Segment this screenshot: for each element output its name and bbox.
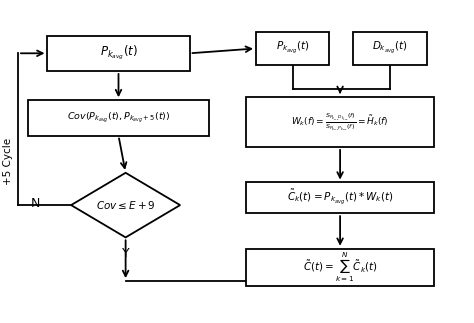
Text: $W_k(f)=\frac{S_{P_{k_{avg}}D_{k_{avg}}}(f)}{S_{P_{k_{avg}}P_{k_{avg}}}(f)}=\til: $W_k(f)=\frac{S_{P_{k_{avg}}D_{k_{avg}}}… — [291, 111, 389, 132]
Polygon shape — [71, 173, 180, 237]
FancyBboxPatch shape — [47, 36, 190, 71]
FancyBboxPatch shape — [256, 32, 329, 65]
Text: +5 Cycle: +5 Cycle — [3, 138, 13, 185]
FancyBboxPatch shape — [28, 100, 209, 136]
Text: $\tilde{C}(t)=\sum_{k=1}^{N}\tilde{C}_k(t)$: $\tilde{C}(t)=\sum_{k=1}^{N}\tilde{C}_k(… — [302, 251, 378, 284]
Text: $D_{k_{avg}}(t)$: $D_{k_{avg}}(t)$ — [372, 40, 408, 57]
Text: $Cov(P_{k_{avg}}(t),P_{k_{avg}+5}(t))$: $Cov(P_{k_{avg}}(t),P_{k_{avg}+5}(t))$ — [67, 110, 170, 125]
Text: $P_{k_{avg}}(t)$: $P_{k_{avg}}(t)$ — [276, 40, 310, 57]
FancyBboxPatch shape — [246, 182, 434, 213]
Text: $\tilde{C}_k(t)=P_{k_{avg}}(t)*W_k(t)$: $\tilde{C}_k(t)=P_{k_{avg}}(t)*W_k(t)$ — [287, 188, 393, 207]
Text: Y: Y — [122, 247, 129, 260]
FancyBboxPatch shape — [246, 249, 434, 286]
Text: $P_{k_{avg}}(t)$: $P_{k_{avg}}(t)$ — [100, 44, 137, 62]
FancyBboxPatch shape — [353, 32, 427, 65]
FancyBboxPatch shape — [246, 97, 434, 147]
Text: N: N — [31, 197, 40, 210]
Text: $Cov \leq E+9$: $Cov \leq E+9$ — [96, 199, 155, 211]
